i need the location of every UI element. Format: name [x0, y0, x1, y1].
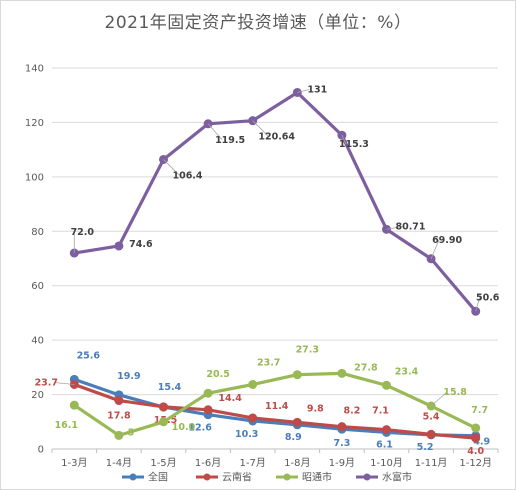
y-tick-label: 60 [31, 281, 44, 292]
legend-entry-label: 昭通市 [302, 471, 332, 484]
x-tick-label: 1-11月 [415, 457, 448, 469]
data-point [383, 381, 391, 389]
data-label: 23.7 [257, 358, 280, 369]
data-label: 72.0 [71, 227, 95, 238]
data-label: 16.1 [55, 420, 78, 431]
data-point [383, 426, 391, 434]
legend-entry-label: 云南省 [222, 471, 252, 484]
legend-swatch-marker [130, 474, 137, 481]
data-label: 17.8 [107, 411, 131, 422]
legend-entry-label: 全国 [148, 471, 168, 484]
data-label: 10.3 [235, 429, 258, 440]
data-point [427, 430, 435, 438]
x-tick-label: 1-5月 [150, 457, 176, 469]
data-label: 25.6 [77, 350, 101, 361]
data-label: 19.9 [117, 371, 140, 382]
x-tick-label: 1-9月 [329, 457, 355, 469]
x-tick-label: 1-8月 [284, 457, 310, 469]
data-point [160, 418, 168, 426]
data-label: 14.4 [218, 393, 242, 404]
data-label: 27.8 [354, 362, 378, 373]
y-tick-label: 40 [31, 336, 44, 347]
series-line-3 [74, 92, 475, 311]
x-tick-label: 1-12月 [459, 457, 492, 469]
data-point [338, 369, 346, 377]
data-label: 5.2 [417, 442, 434, 453]
legend-swatch-marker [204, 474, 211, 481]
data-label: 7.3 [333, 438, 350, 449]
data-point [472, 424, 480, 432]
y-tick-label: 100 [25, 172, 44, 183]
data-point [160, 403, 168, 411]
y-tick-label: 140 [25, 64, 44, 75]
data-point [472, 434, 480, 442]
data-label: 7.7 [471, 405, 488, 416]
y-tick-label: 80 [31, 227, 44, 238]
y-tick-label: 20 [31, 390, 44, 401]
data-label: 23.7 [35, 378, 58, 389]
data-label: 5 [128, 427, 135, 438]
data-point [204, 389, 212, 397]
data-point [338, 423, 346, 431]
data-label: 15.8 [443, 387, 467, 398]
data-label: 11.4 [265, 401, 289, 412]
data-point [115, 397, 123, 405]
x-tick-label: 1-7月 [240, 457, 266, 469]
data-label: 119.5 [215, 135, 245, 146]
data-point [204, 406, 212, 414]
data-point [293, 371, 301, 379]
data-point [70, 401, 78, 409]
data-label: 10.0 [172, 422, 196, 433]
y-tick-label: 120 [25, 118, 44, 129]
legend-swatch-marker [284, 474, 291, 481]
data-label: 8.2 [343, 406, 360, 417]
data-label: 74.6 [129, 239, 153, 250]
data-label: 6.1 [376, 439, 393, 450]
data-label: 27.3 [296, 345, 319, 356]
data-label: 5.4 [423, 411, 440, 422]
data-point [293, 418, 301, 426]
data-label: 115.3 [339, 139, 369, 150]
data-label: 20.5 [206, 369, 229, 380]
data-label: 50.6 [476, 292, 500, 303]
data-label: 106.4 [172, 170, 202, 181]
data-label: 7.1 [372, 406, 389, 417]
data-label: 80.71 [395, 221, 425, 232]
x-tick-label: 1-3月 [61, 457, 87, 469]
data-label: 15.4 [158, 382, 182, 393]
data-label: 131 [307, 84, 327, 95]
data-point [249, 381, 257, 389]
x-tick-label: 1-6月 [195, 457, 221, 469]
legend-swatch-marker [364, 474, 371, 481]
data-label: 69.90 [432, 235, 462, 246]
data-label: 9.8 [307, 403, 324, 414]
data-label: 4.0 [467, 446, 484, 457]
y-tick-label: 0 [38, 445, 44, 456]
data-point [115, 242, 123, 250]
x-tick-label: 1-10月 [370, 457, 403, 469]
data-label: 23.4 [395, 366, 419, 377]
data-label: 8.9 [285, 432, 302, 443]
data-point [249, 414, 257, 422]
data-label: 120.64 [258, 132, 295, 143]
legend-entry-label: 水富市 [382, 471, 412, 484]
x-tick-label: 1-4月 [106, 457, 132, 469]
